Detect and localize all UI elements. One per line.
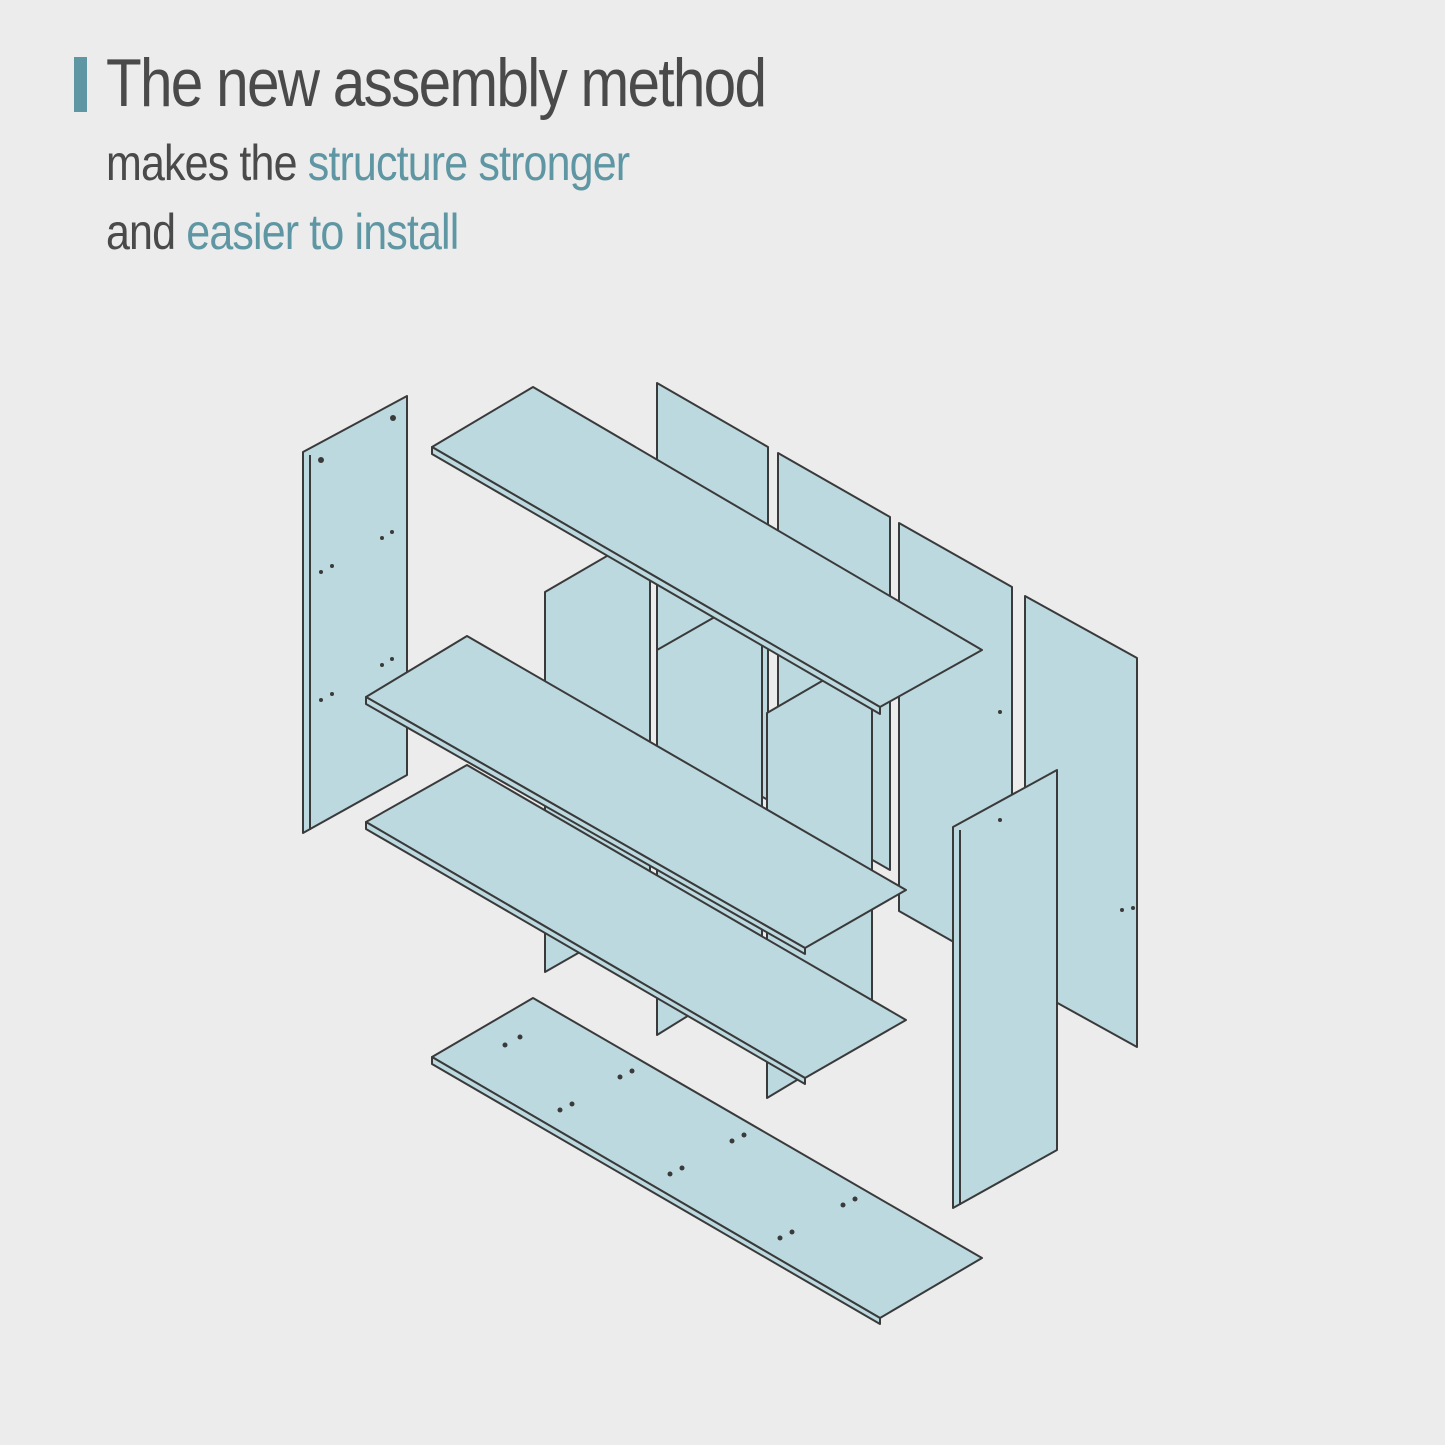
right-side-panel: [952, 769, 1058, 1209]
subtitle-highlight: easier to install: [186, 204, 459, 260]
bottom-panel: [431, 997, 983, 1319]
title-accent-bar: [74, 57, 87, 112]
subtitle-text: and: [106, 204, 187, 260]
middle-shelf-edge: [365, 696, 806, 955]
top-shelf-edge: [431, 446, 881, 715]
subtitle-line-2: and easier to install: [106, 203, 459, 261]
subtitle-highlight: structure stronger: [307, 135, 630, 191]
subtitle-line-1: makes the structure stronger: [106, 134, 630, 192]
screw-holes: [318, 415, 1135, 1241]
page-title: The new assembly method: [106, 45, 767, 121]
subtitle-text: makes the: [106, 135, 308, 191]
lower-shelf-edge: [365, 821, 806, 1085]
bottom-panel-edge: [431, 1056, 881, 1325]
left-side-panel: [302, 395, 408, 834]
